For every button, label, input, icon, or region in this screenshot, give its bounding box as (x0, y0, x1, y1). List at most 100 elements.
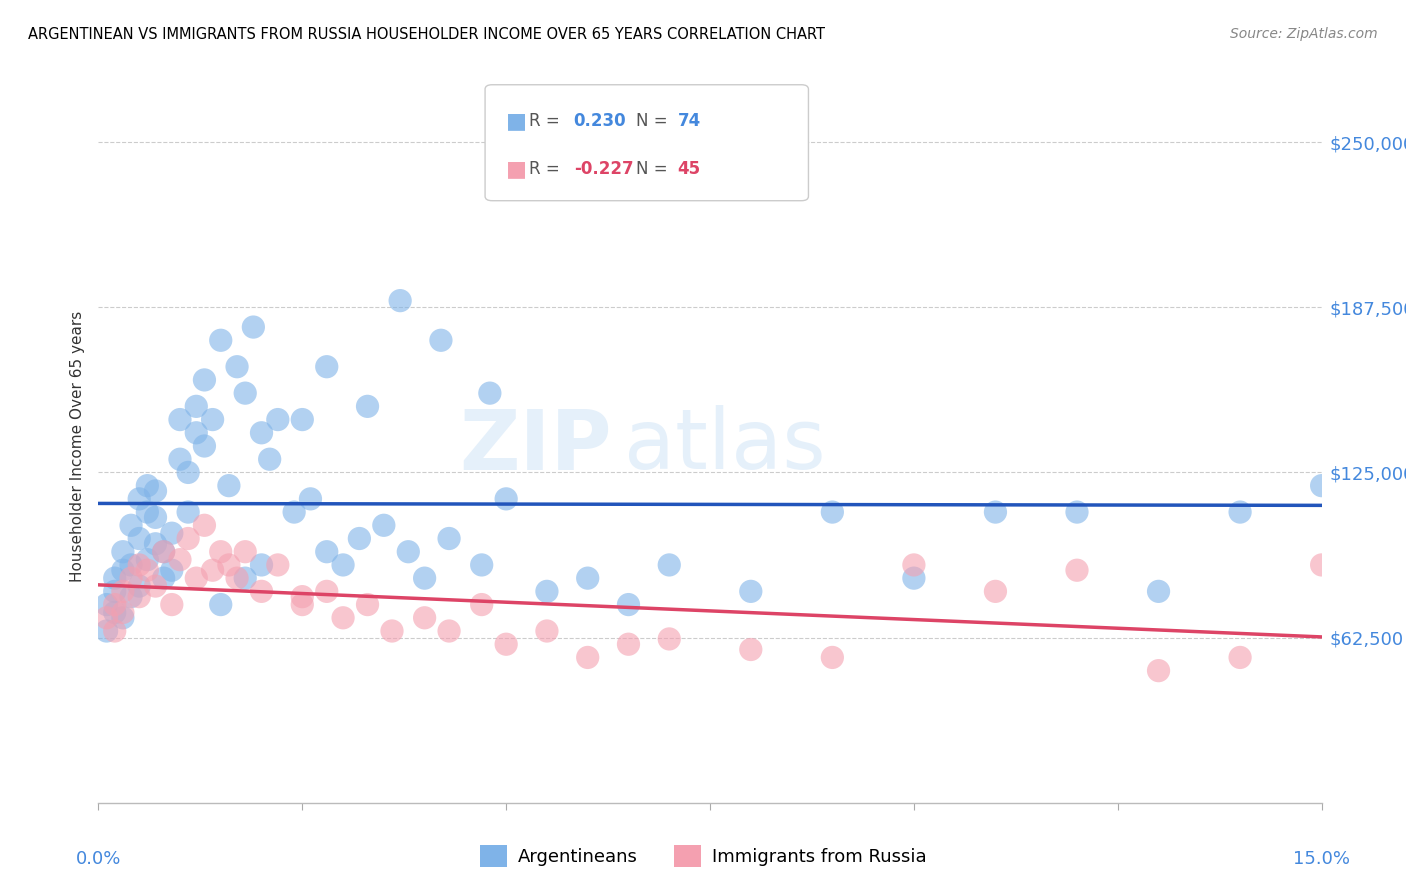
Point (145, 579, 167, 593)
Text: 45: 45 (678, 161, 700, 178)
Point (478, 386, 501, 401)
Point (242, 320, 264, 334)
Point (111, 611, 134, 625)
Point (169, 452, 191, 467)
Point (349, 532, 371, 546)
Point (315, 584, 337, 599)
Point (96, 598, 118, 612)
Point (233, 571, 256, 585)
Point (471, 558, 494, 572)
Point (617, 637, 640, 651)
Point (356, 598, 378, 612)
Point (536, 584, 558, 599)
Point (128, 558, 150, 572)
Point (536, 624, 558, 638)
Point (658, 558, 681, 572)
Point (209, 333, 232, 347)
Point (136, 552, 159, 566)
Point (903, 558, 925, 572)
Point (1229, 505, 1251, 519)
Point (658, 632, 681, 646)
Point (145, 483, 167, 498)
Point (1066, 505, 1088, 519)
Point (291, 598, 314, 612)
Point (120, 590, 142, 604)
Text: 15.0%: 15.0% (1294, 850, 1350, 869)
Point (193, 373, 215, 387)
Point (186, 400, 208, 414)
Point (903, 571, 925, 585)
Point (104, 571, 127, 585)
Point (299, 491, 322, 506)
Point (984, 584, 1007, 599)
Point (145, 510, 167, 524)
Point (209, 598, 232, 612)
Text: 0.0%: 0.0% (76, 850, 121, 869)
Point (120, 518, 142, 533)
Point (267, 412, 290, 426)
Point (1229, 650, 1251, 665)
Point (389, 293, 412, 308)
Point (267, 558, 290, 572)
Point (821, 650, 844, 665)
Legend: Argentineans, Immigrants from Russia: Argentineans, Immigrants from Russia (472, 838, 934, 874)
Point (576, 571, 599, 585)
Point (218, 478, 240, 492)
Point (536, 161, 558, 176)
Point (145, 537, 167, 551)
Point (104, 624, 127, 638)
Point (291, 590, 314, 604)
Point (437, 532, 460, 546)
Point (1066, 563, 1088, 577)
Text: ■: ■ (506, 160, 527, 179)
Point (315, 545, 337, 559)
Point (332, 611, 354, 625)
Point (193, 518, 215, 533)
Point (111, 584, 134, 599)
Point (136, 478, 159, 492)
Point (186, 425, 208, 440)
Point (332, 558, 354, 572)
Point (576, 650, 599, 665)
Point (201, 412, 224, 426)
Point (169, 412, 191, 426)
Point (495, 491, 517, 506)
Point (177, 505, 200, 519)
Point (152, 545, 174, 559)
Point (193, 439, 215, 453)
Point (233, 386, 256, 401)
Point (104, 598, 127, 612)
Point (250, 425, 273, 440)
Point (291, 412, 314, 426)
Point (96, 624, 118, 638)
Point (396, 545, 419, 559)
Point (111, 606, 134, 620)
Text: R =: R = (529, 161, 565, 178)
Point (128, 532, 150, 546)
Point (250, 558, 273, 572)
Y-axis label: Householder Income Over 65 years: Householder Income Over 65 years (69, 310, 84, 582)
Point (437, 624, 460, 638)
Point (373, 518, 395, 533)
Point (984, 505, 1007, 519)
Point (250, 584, 273, 599)
Point (226, 359, 249, 374)
Point (617, 598, 640, 612)
Point (128, 579, 150, 593)
Point (111, 545, 134, 559)
Text: atlas: atlas (624, 406, 827, 486)
Text: 74: 74 (678, 112, 702, 130)
Text: ARGENTINEAN VS IMMIGRANTS FROM RUSSIA HOUSEHOLDER INCOME OVER 65 YEARS CORRELATI: ARGENTINEAN VS IMMIGRANTS FROM RUSSIA HO… (28, 27, 825, 42)
Point (1310, 558, 1333, 572)
Point (169, 552, 191, 566)
Point (381, 624, 404, 638)
Point (821, 505, 844, 519)
Point (233, 545, 256, 559)
Point (177, 532, 200, 546)
Text: 0.230: 0.230 (574, 112, 626, 130)
Point (209, 545, 232, 559)
Point (283, 505, 305, 519)
Text: R =: R = (529, 112, 565, 130)
Point (186, 571, 208, 585)
Point (356, 400, 378, 414)
